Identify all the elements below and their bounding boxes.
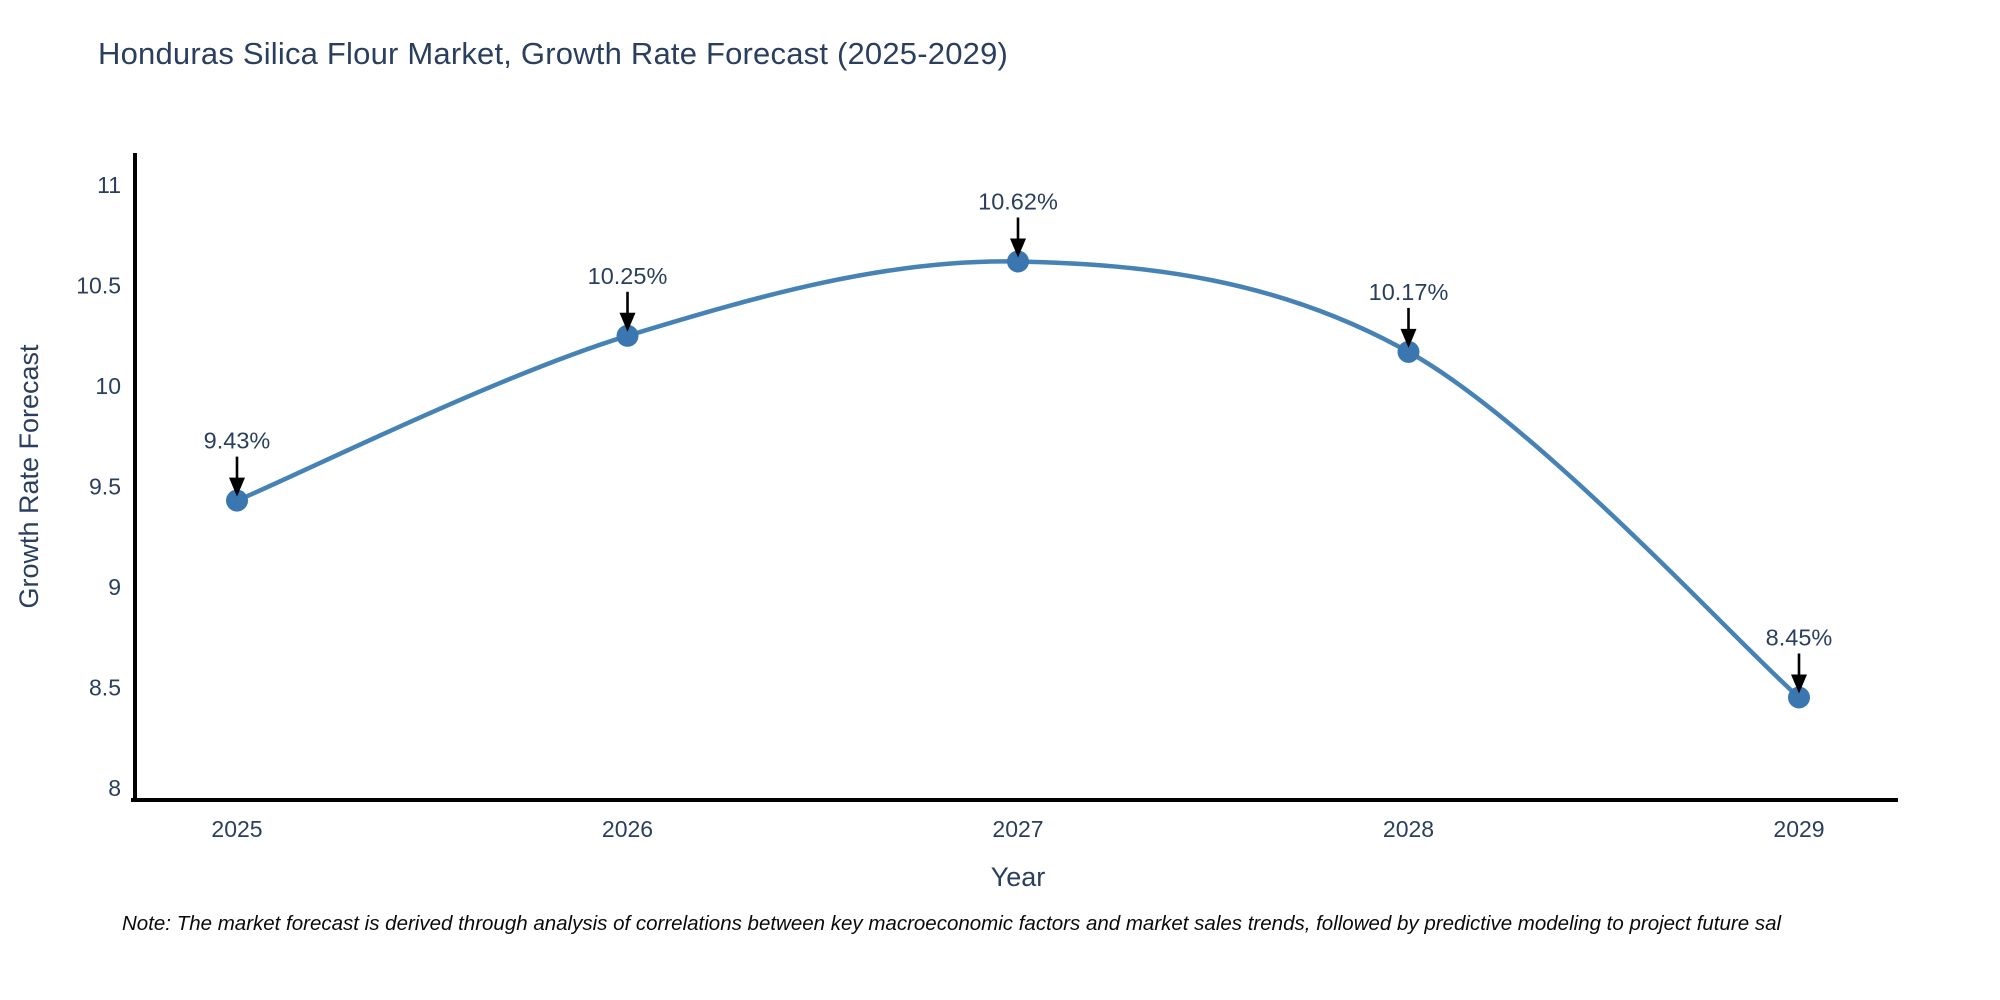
annotation-arrow-head bbox=[229, 477, 245, 497]
x-axis-title: Year bbox=[991, 862, 1046, 892]
data-point-marker bbox=[1788, 686, 1810, 709]
y-tick-label: 10.5 bbox=[76, 273, 121, 299]
x-tick-label: 2025 bbox=[211, 816, 262, 842]
data-point-marker bbox=[616, 324, 639, 347]
point-label: 8.45% bbox=[1766, 625, 1833, 651]
data-point-marker bbox=[1397, 340, 1420, 363]
y-axis-title: Growth Rate Forecast bbox=[14, 344, 44, 609]
data-point-marker bbox=[226, 489, 248, 512]
chart-note: Note: The market forecast is derived thr… bbox=[122, 912, 1782, 935]
point-label: 10.25% bbox=[588, 263, 668, 289]
y-tick-label: 8 bbox=[108, 775, 121, 801]
y-tick-label: 8.5 bbox=[89, 675, 121, 701]
y-tick-label: 11 bbox=[97, 172, 121, 198]
annotation-arrow-head bbox=[619, 312, 636, 332]
chart-title: Honduras Silica Flour Market, Growth Rat… bbox=[98, 36, 1009, 71]
x-tick-label: 2027 bbox=[992, 816, 1043, 842]
y-tick-label: 9.5 bbox=[89, 474, 121, 500]
series-line bbox=[234, 259, 1802, 700]
x-tick-label: 2029 bbox=[1773, 816, 1824, 842]
point-label: 9.43% bbox=[204, 428, 271, 454]
x-tick-label: 2028 bbox=[1383, 816, 1434, 842]
data-point-marker bbox=[1007, 250, 1029, 273]
annotation-arrow-head bbox=[1010, 238, 1026, 258]
y-tick-label: 10 bbox=[95, 373, 121, 399]
point-label: 10.17% bbox=[1369, 279, 1449, 305]
x-tick-label: 2026 bbox=[602, 816, 653, 842]
point-label: 10.62% bbox=[978, 189, 1058, 215]
annotation-arrow-head bbox=[1791, 674, 1807, 694]
annotation-arrow-head bbox=[1400, 328, 1417, 348]
y-tick-label: 9 bbox=[108, 574, 121, 600]
